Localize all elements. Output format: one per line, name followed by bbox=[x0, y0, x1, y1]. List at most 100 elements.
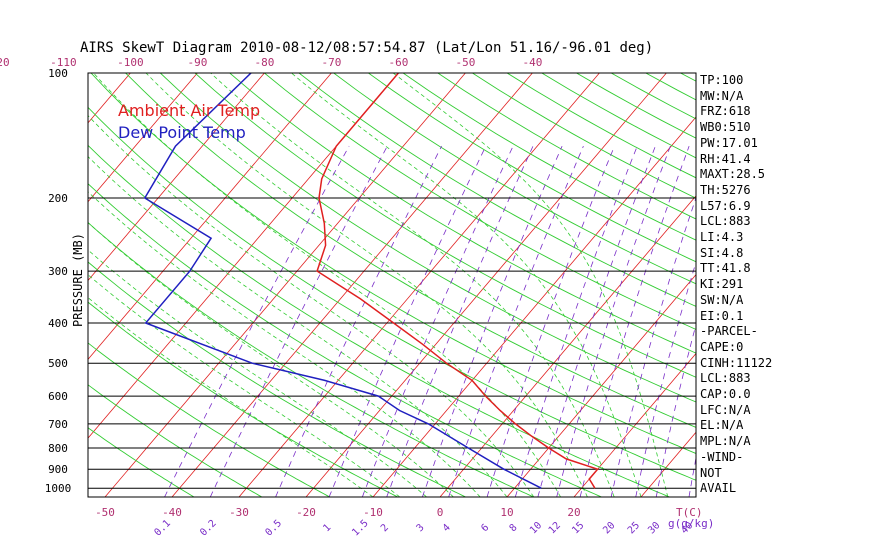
mixing-ratio-unit: g(g/kg) bbox=[668, 517, 714, 530]
stat-line: MPL:N/A bbox=[700, 434, 751, 449]
x-axis-label: T(C) bbox=[676, 506, 703, 519]
mixing-ratio-tick-label: 0.1 bbox=[152, 518, 173, 539]
chart-title: AIRS SkewT Diagram 2010-08-12/08:57:54.8… bbox=[80, 40, 653, 56]
moist-adiabat bbox=[88, 274, 401, 497]
moist-adiabat bbox=[291, 73, 642, 497]
stat-line: CAPE:0 bbox=[700, 339, 744, 354]
x-tick-label-top: -60 bbox=[388, 56, 408, 69]
isotherm bbox=[305, 73, 667, 497]
isotherm bbox=[238, 73, 600, 497]
y-tick-label: 900 bbox=[48, 463, 68, 476]
stat-line: SI:4.8 bbox=[700, 245, 744, 260]
x-tick-label-bottom: -40 bbox=[162, 506, 182, 519]
dry-adiabat bbox=[333, 73, 696, 285]
stat-line: PW:17.01 bbox=[700, 135, 758, 150]
stat-line: LCL:883 bbox=[700, 371, 751, 386]
dry-adiabat bbox=[125, 73, 696, 428]
mixing-ratio-line bbox=[486, 145, 615, 497]
stat-line: TT:41.8 bbox=[700, 261, 751, 276]
mixing-ratio-tick-label: 4 bbox=[441, 522, 453, 534]
x-tick-label-bottom: 10 bbox=[500, 506, 513, 519]
mixing-ratio-tick-label: 1.5 bbox=[350, 518, 371, 539]
mixing-ratio-line bbox=[386, 145, 534, 497]
mixing-ratio-tick-label: 0.5 bbox=[264, 518, 285, 539]
stat-line: WB0:510 bbox=[700, 120, 751, 135]
mixing-ratio-tick-label: 6 bbox=[479, 522, 491, 534]
mixing-ratio-line bbox=[448, 145, 584, 497]
isotherm bbox=[506, 274, 696, 497]
dry-adiabat bbox=[88, 301, 399, 497]
mixing-ratio-tick-label: 1 bbox=[321, 522, 333, 534]
dry-adiabat bbox=[88, 342, 331, 497]
dry-adiabat bbox=[88, 261, 466, 497]
x-tick-label-top: -50 bbox=[455, 56, 475, 69]
dry-adiabat bbox=[194, 73, 696, 378]
dry-adiabat bbox=[88, 221, 534, 497]
stat-line: CAP:0.0 bbox=[700, 387, 751, 402]
stat-line: AVAIL bbox=[700, 481, 737, 496]
dry-adiabat bbox=[88, 106, 696, 481]
mixing-ratio-line bbox=[579, 145, 690, 497]
y-tick-label: 100 bbox=[48, 67, 68, 80]
mixing-ratio-tick-label: 25 bbox=[626, 520, 642, 536]
legend-dewpoint: Dew Point Temp bbox=[118, 123, 246, 142]
stat-line: LCL:883 bbox=[700, 214, 751, 229]
stat-line: MW:N/A bbox=[700, 88, 744, 103]
mixing-ratio-line bbox=[361, 145, 514, 497]
moist-adiabat bbox=[88, 114, 535, 497]
dew-point-temp-line bbox=[143, 73, 542, 489]
x-tick-label-bottom: -50 bbox=[95, 506, 115, 519]
x-tick-label-top: -90 bbox=[187, 56, 207, 69]
y-tick-label: 700 bbox=[48, 418, 68, 431]
stability-indices: TP:100 MW:N/A FRZ:618 WB0:510 PW:17.01 RH:41.… bbox=[700, 73, 868, 497]
profiles bbox=[143, 73, 599, 489]
stat-line: FRZ:618 bbox=[700, 104, 751, 119]
x-tick-label-top: -100 bbox=[117, 56, 144, 69]
stat-line: MAXT:28.5 bbox=[700, 167, 766, 182]
dry-adiabat bbox=[298, 73, 696, 307]
stat-line: KI:291 bbox=[700, 277, 744, 292]
y-tick-label: 400 bbox=[48, 317, 68, 330]
stat-line: LFC:N/A bbox=[700, 402, 751, 417]
dry-adiabat bbox=[229, 73, 696, 354]
stat-line: TP:100 bbox=[700, 73, 744, 87]
x-tick-label-top: -40 bbox=[522, 56, 542, 69]
y-axis-label: PRESSURE (MB) bbox=[71, 233, 85, 327]
stat-line: -PARCEL- bbox=[700, 324, 758, 339]
moist-adiabat bbox=[88, 297, 374, 497]
x-tick-label-bottom: -20 bbox=[296, 506, 316, 519]
dry-adiabat bbox=[368, 73, 696, 263]
y-tick-label: 600 bbox=[48, 390, 68, 403]
moist-adiabat bbox=[210, 73, 615, 497]
y-tick-label: 800 bbox=[48, 442, 68, 455]
stat-line: TH:5276 bbox=[700, 182, 751, 197]
mixing-ratio-tick-label: 15 bbox=[570, 520, 586, 536]
stat-line: EL:N/A bbox=[700, 418, 744, 433]
stat-line: NOT bbox=[700, 465, 722, 480]
mixing-ratio-tick-label: 30 bbox=[646, 520, 662, 536]
moist-adiabat bbox=[88, 156, 508, 497]
x-tick-label-bottom: 20 bbox=[567, 506, 580, 519]
dry-adiabat bbox=[264, 73, 696, 330]
dry-adiabat bbox=[90, 73, 696, 454]
mixing-ratio-tick-label: 2 bbox=[379, 522, 391, 534]
isotherm bbox=[88, 73, 198, 203]
x-tick-label-top: -70 bbox=[321, 56, 341, 69]
stat-line: EI:0.1 bbox=[700, 308, 744, 323]
dry-adiabat bbox=[88, 427, 195, 497]
stat-line: CINH:11122 bbox=[700, 355, 773, 370]
isotherm bbox=[573, 352, 696, 497]
mixing-ratio-tick-label: 8 bbox=[508, 522, 520, 534]
plot-frame bbox=[87, 72, 697, 498]
y-tick-label: 1000 bbox=[45, 482, 72, 495]
legend-ambient: Ambient Air Temp bbox=[118, 101, 260, 120]
isotherm bbox=[88, 73, 332, 360]
mixing-ratio-tick-label: 3 bbox=[415, 522, 427, 534]
x-tick-label-top: -120 bbox=[0, 56, 10, 69]
mixing-ratio-line bbox=[556, 145, 671, 497]
stat-line: SW:N/A bbox=[700, 292, 744, 307]
mixing-ratio-tick-label: 12 bbox=[547, 520, 563, 536]
stat-line: LI:4.3 bbox=[700, 230, 744, 245]
dry-adiabat bbox=[88, 183, 602, 497]
